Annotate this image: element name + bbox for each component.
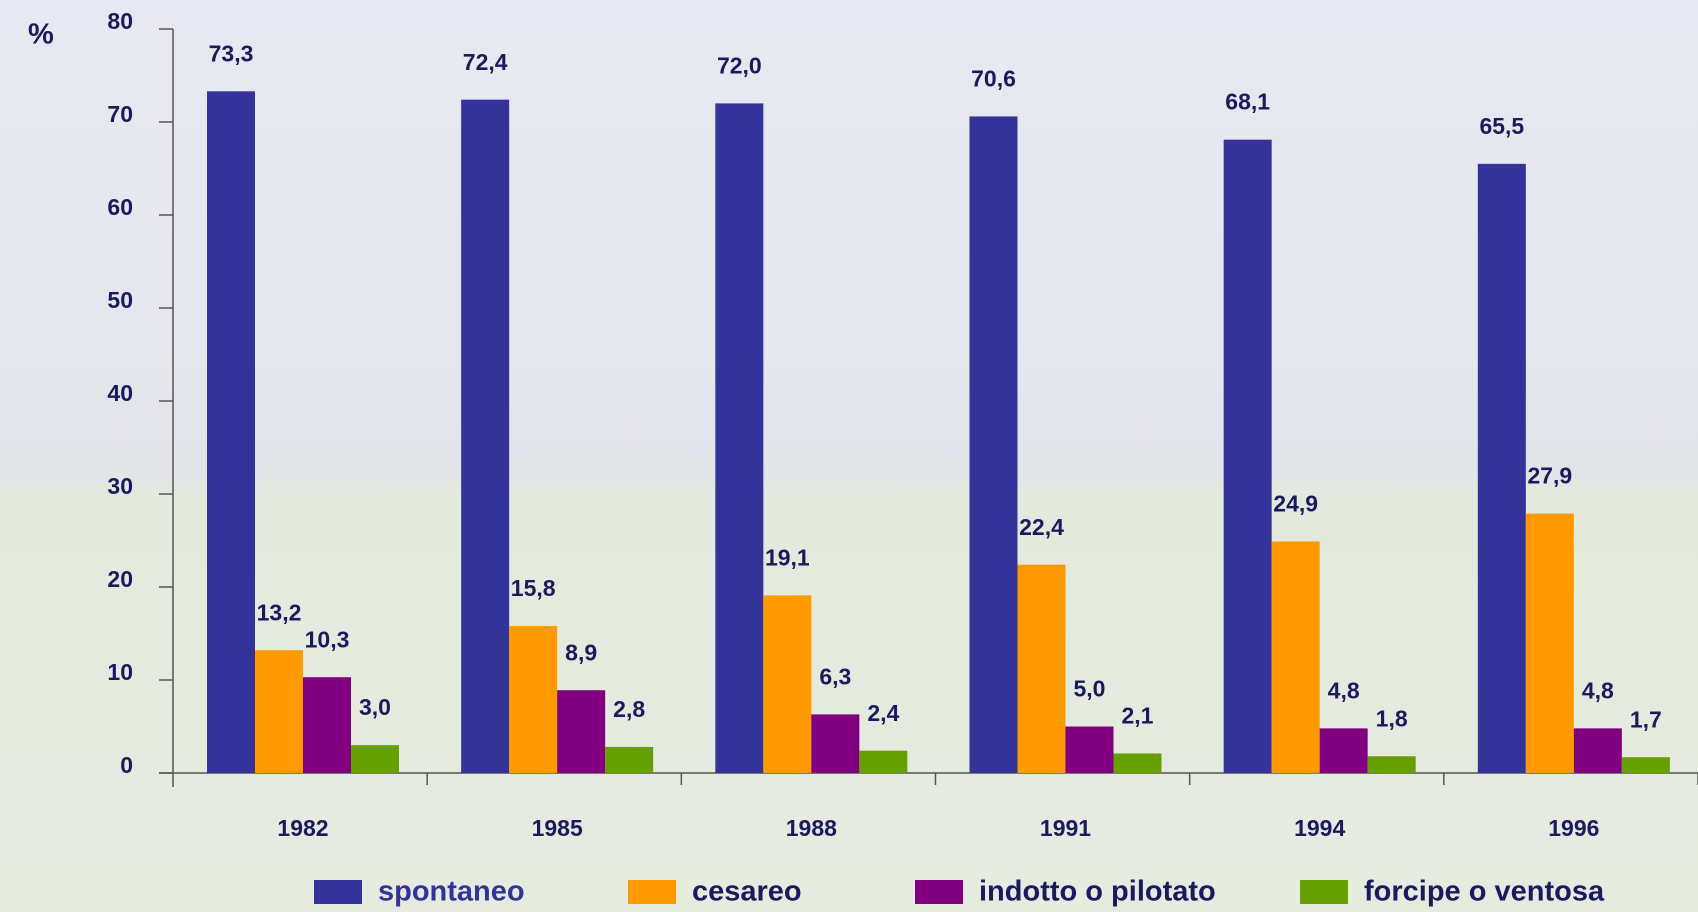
value-label: 10,3 (305, 626, 350, 652)
value-label: 6,3 (819, 663, 851, 689)
legend-swatch (915, 880, 963, 904)
legend-label: forcipe o ventosa (1364, 876, 1605, 908)
bar (1017, 564, 1066, 773)
y-tick-label: 0 (120, 752, 133, 778)
value-label: 72,4 (463, 49, 508, 75)
bar (1271, 541, 1320, 773)
legend-swatch (314, 880, 362, 904)
value-label: 2,4 (867, 700, 899, 726)
value-label: 13,2 (257, 599, 302, 625)
value-label: 15,8 (511, 575, 556, 601)
value-label: 2,8 (613, 696, 645, 722)
bar (1477, 163, 1526, 774)
bar (1573, 728, 1622, 773)
value-label: 2,1 (1122, 703, 1154, 729)
value-label: 4,8 (1582, 677, 1614, 703)
value-label: 70,6 (971, 65, 1016, 91)
value-label: 27,9 (1527, 463, 1572, 489)
bar (1525, 513, 1574, 773)
bar (303, 677, 351, 773)
bar (509, 626, 558, 773)
x-tick-label: 1985 (532, 815, 583, 841)
y-tick-label: 30 (107, 473, 133, 499)
legend-label: spontaneo (378, 876, 525, 908)
value-label: 19,1 (765, 544, 810, 570)
y-tick-label: 50 (107, 287, 133, 313)
legend-swatch (1300, 880, 1348, 904)
value-label: 4,8 (1328, 677, 1360, 703)
bar (763, 595, 812, 773)
value-label: 8,9 (565, 639, 597, 665)
bar (811, 714, 860, 773)
value-label: 5,0 (1074, 676, 1106, 702)
y-tick-label: 80 (107, 8, 133, 34)
x-tick-label: 1991 (1040, 815, 1091, 841)
y-tick-label: 40 (107, 380, 133, 406)
legend-label: cesareo (692, 876, 802, 908)
bar (859, 750, 908, 773)
y-tick-label: 10 (107, 659, 133, 685)
bar (351, 745, 399, 773)
x-tick-label: 1994 (1294, 815, 1345, 841)
value-label: 68,1 (1225, 89, 1270, 115)
bar (461, 99, 510, 774)
bar (1319, 728, 1368, 773)
legend-label: indotto o pilotato (979, 876, 1216, 908)
bar (1113, 753, 1162, 773)
y-axis-label: % (28, 19, 54, 51)
value-label: 24,9 (1273, 491, 1318, 517)
bar (557, 690, 606, 773)
bar (1065, 726, 1114, 773)
y-tick-label: 60 (107, 194, 133, 220)
legend-swatch (628, 880, 676, 904)
y-tick-label: 70 (107, 101, 133, 127)
x-tick-label: 1982 (277, 815, 328, 841)
value-label: 3,0 (359, 694, 391, 720)
bar (1223, 139, 1272, 774)
value-label: 1,7 (1630, 706, 1662, 732)
value-label: 22,4 (1019, 514, 1064, 540)
bar (605, 746, 654, 773)
bar (1367, 756, 1416, 773)
bar (715, 103, 764, 773)
y-tick-label: 20 (107, 566, 133, 592)
bar (255, 650, 303, 773)
value-label: 73,3 (209, 40, 254, 66)
bar (1621, 757, 1670, 773)
bar (969, 116, 1018, 774)
value-label: 65,5 (1479, 113, 1524, 139)
x-tick-label: 1988 (786, 815, 837, 841)
value-label: 1,8 (1376, 705, 1408, 731)
value-label: 72,0 (717, 52, 762, 78)
bar (207, 91, 255, 773)
x-tick-label: 1996 (1548, 815, 1599, 841)
